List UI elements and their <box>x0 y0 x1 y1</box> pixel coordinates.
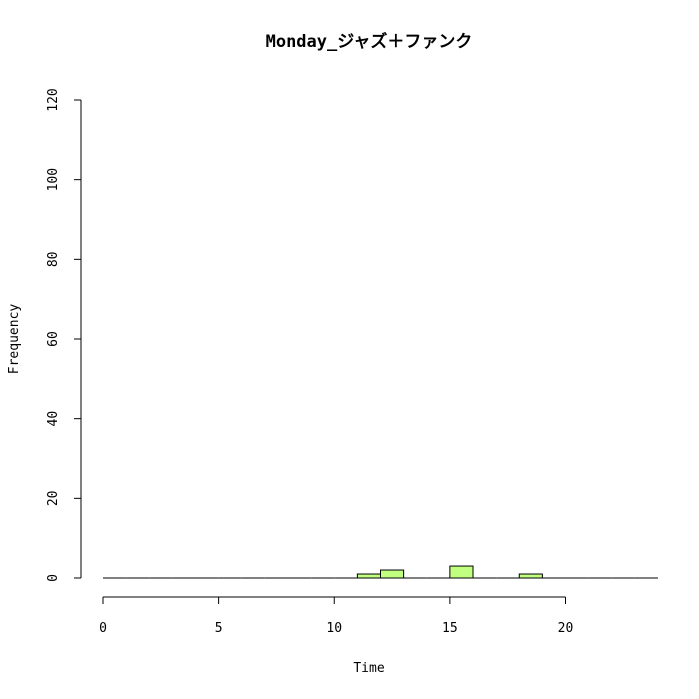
y-tick-label: 0 <box>46 574 61 582</box>
y-tick-label: 20 <box>46 491 61 507</box>
chart-title: Monday_ジャズ＋ファンク <box>266 31 473 52</box>
y-axis-label: Frequency <box>7 304 22 375</box>
histogram-bar <box>518 573 543 579</box>
x-axis: 0 5 10 15 20 <box>99 596 574 636</box>
x-tick-label: 5 <box>215 621 223 636</box>
histogram-bar <box>380 569 405 579</box>
y-tick-label: 40 <box>46 411 61 427</box>
bars-group <box>103 565 658 579</box>
y-axis: 0 20 40 60 80 100 120 <box>46 88 82 582</box>
x-tick-label: 20 <box>558 621 574 636</box>
y-tick-label: 80 <box>46 252 61 268</box>
x-tick-label: 15 <box>442 621 458 636</box>
histogram-bar <box>449 565 474 579</box>
y-tick-label: 120 <box>46 88 61 111</box>
x-axis-label: Time <box>353 661 384 676</box>
x-tick-label: 10 <box>326 621 342 636</box>
histogram-bar <box>356 573 381 579</box>
x-tick-label: 0 <box>99 621 107 636</box>
y-tick-label: 60 <box>46 331 61 347</box>
y-tick-label: 100 <box>46 168 61 191</box>
